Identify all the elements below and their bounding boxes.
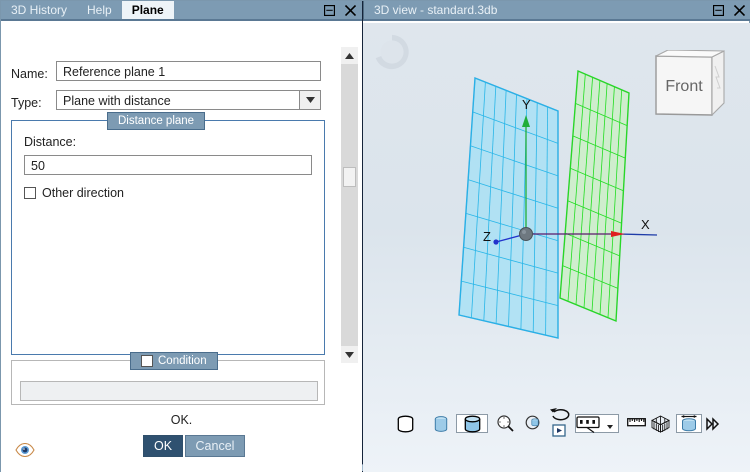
svg-text:X: X <box>641 217 650 232</box>
svg-text:Z: Z <box>483 229 491 244</box>
svg-text:Y: Y <box>522 97 531 112</box>
